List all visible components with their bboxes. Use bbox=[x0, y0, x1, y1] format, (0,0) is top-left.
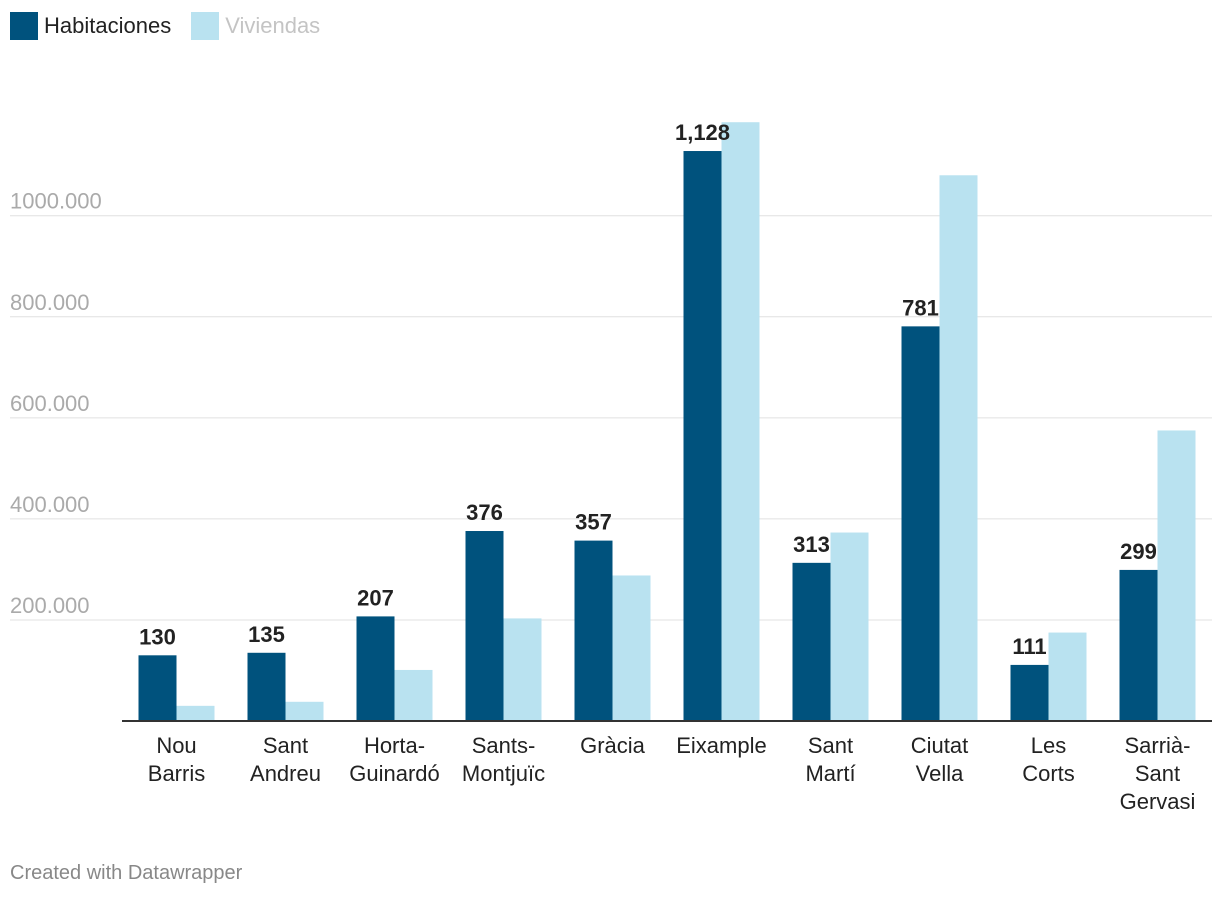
category-label: Eixample bbox=[676, 733, 766, 758]
bar-viviendas bbox=[503, 618, 542, 721]
bar-chart: 200.000 400.000 600.000 800.000 1000.000 130 N… bbox=[10, 120, 1212, 814]
value-label: 207 bbox=[357, 585, 394, 610]
bar-viviendas bbox=[830, 532, 869, 721]
footer-credit: Created with Datawrapper bbox=[10, 862, 243, 884]
value-label: 130 bbox=[139, 624, 176, 649]
category-label: Sarrià-Sant Gervasi bbox=[1120, 733, 1196, 814]
bar-viviendas bbox=[612, 575, 651, 721]
y-tick-label: 800.000 bbox=[10, 290, 90, 315]
bar-viviendas bbox=[721, 122, 760, 722]
category-label: Gràcia bbox=[580, 733, 646, 758]
bar-habitaciones bbox=[138, 655, 177, 721]
category-label: Horta-Guinardó bbox=[349, 733, 440, 786]
y-tick-label: 200.000 bbox=[10, 593, 90, 618]
bar-viviendas bbox=[394, 669, 433, 721]
bar-habitaciones bbox=[901, 326, 940, 721]
legend-item-viviendas[interactable]: Viviendas bbox=[191, 12, 320, 40]
bar-habitaciones bbox=[1010, 664, 1049, 721]
value-label: 299 bbox=[1120, 539, 1157, 564]
bar-viviendas bbox=[176, 705, 215, 721]
legend-item-habitaciones[interactable]: Habitaciones bbox=[10, 12, 171, 40]
category-label: Sant Andreu bbox=[250, 733, 321, 786]
category-label: Ciutat Vella bbox=[911, 733, 968, 786]
value-label: 357 bbox=[575, 510, 612, 535]
bar-habitaciones bbox=[683, 151, 722, 721]
bar-habitaciones bbox=[792, 562, 831, 721]
bar-viviendas bbox=[939, 175, 978, 721]
bar-habitaciones bbox=[574, 540, 613, 721]
legend-label-viviendas: Viviendas bbox=[225, 13, 321, 38]
value-label: 376 bbox=[466, 500, 503, 525]
category-label: Sants-Montjuïc bbox=[462, 733, 545, 786]
bar-viviendas bbox=[285, 701, 324, 721]
legend: Habitaciones Viviendas bbox=[10, 12, 340, 40]
value-label: 781 bbox=[902, 295, 939, 320]
bar-habitaciones bbox=[247, 652, 286, 721]
legend-swatch-habitaciones bbox=[10, 12, 38, 40]
value-label: 111 bbox=[1012, 634, 1046, 659]
legend-label-habitaciones: Habitaciones bbox=[44, 13, 172, 38]
value-label: 313 bbox=[793, 532, 830, 557]
y-tick-label: 400.000 bbox=[10, 492, 90, 517]
bar-viviendas bbox=[1157, 430, 1196, 721]
legend-swatch-viviendas bbox=[191, 12, 220, 40]
bar-habitaciones bbox=[1119, 569, 1158, 721]
value-label: 135 bbox=[248, 622, 285, 647]
category-label: Sant Martí bbox=[805, 733, 855, 786]
category-label: Nou Barris bbox=[148, 733, 205, 786]
value-label: 1,128 bbox=[675, 120, 730, 145]
y-tick-label: 600.000 bbox=[10, 391, 90, 416]
bar-habitaciones bbox=[356, 616, 395, 721]
bar-habitaciones bbox=[465, 531, 504, 721]
y-tick-label: 1000.000 bbox=[10, 189, 102, 214]
category-label: Les Corts bbox=[1022, 733, 1075, 786]
bar-viviendas bbox=[1048, 632, 1087, 721]
